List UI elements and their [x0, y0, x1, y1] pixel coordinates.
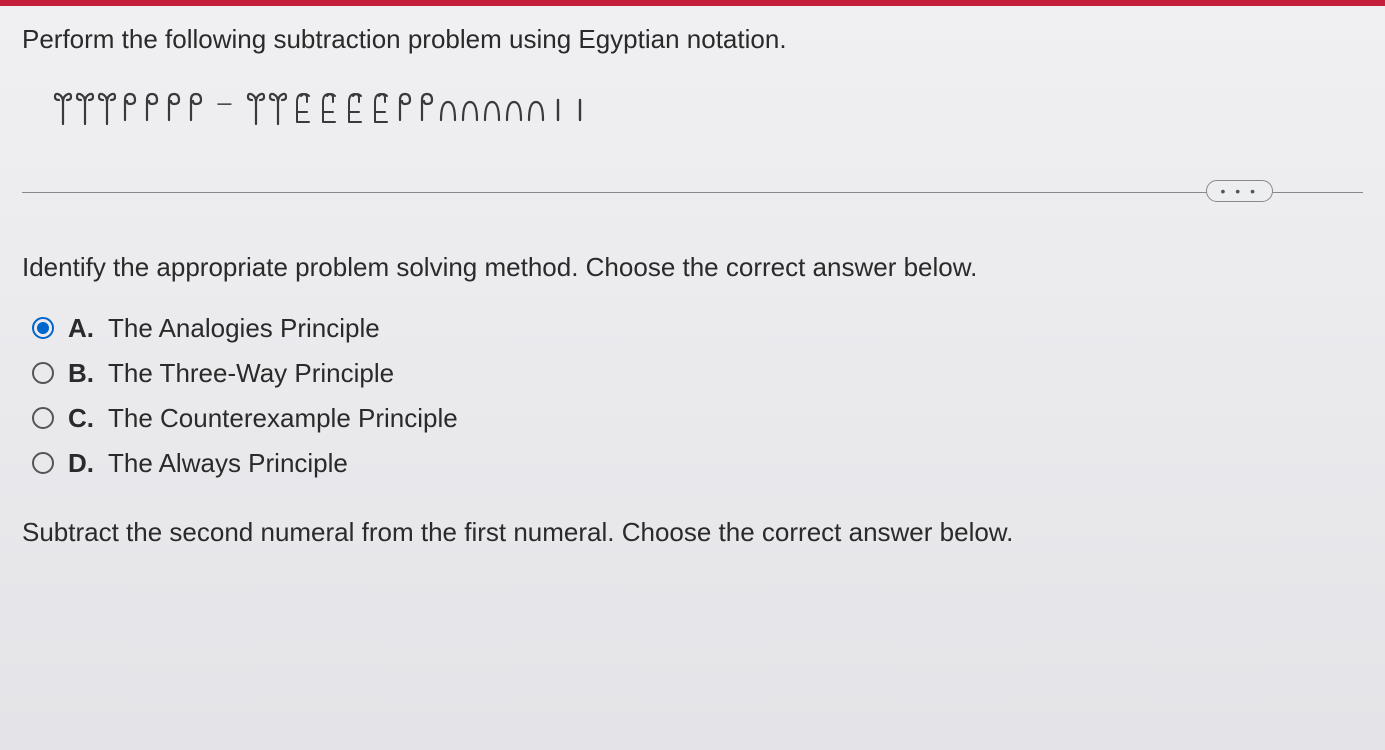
lotus-1000-icon: [96, 83, 118, 128]
lotus-1000-icon: [267, 83, 289, 128]
heel-10-icon: [481, 83, 503, 128]
coil-100-icon: [184, 83, 206, 128]
option-c[interactable]: C. The Counterexample Principle: [32, 403, 1363, 434]
stroke-1-icon: [569, 83, 591, 128]
radio-unselected-icon[interactable]: [32, 452, 54, 474]
question-content: Perform the following subtraction proble…: [0, 6, 1385, 750]
pointing-finger-10000-icon: [341, 83, 367, 128]
coil-100-icon: [415, 83, 437, 128]
subquestion-prompt: Identify the appropriate problem solving…: [22, 252, 1363, 283]
section-divider: • • •: [22, 180, 1363, 204]
option-letter: A.: [68, 313, 96, 344]
radio-unselected-icon[interactable]: [32, 407, 54, 429]
coil-100-icon: [393, 83, 415, 128]
coil-100-icon: [140, 83, 162, 128]
option-text: The Always Principle: [108, 448, 348, 479]
option-a[interactable]: A. The Analogies Principle: [32, 313, 1363, 344]
radio-selected-icon[interactable]: [32, 317, 54, 339]
radio-unselected-icon[interactable]: [32, 362, 54, 384]
option-text: The Analogies Principle: [108, 313, 380, 344]
answer-options: A. The Analogies Principle B. The Three-…: [32, 313, 1363, 479]
more-options-button[interactable]: • • •: [1206, 180, 1273, 202]
stroke-1-icon: [547, 83, 569, 128]
option-text: The Counterexample Principle: [108, 403, 458, 434]
egyptian-expression: −: [52, 83, 1363, 128]
heel-10-icon: [503, 83, 525, 128]
option-letter: B.: [68, 358, 96, 389]
pointing-finger-10000-icon: [367, 83, 393, 128]
option-letter: C.: [68, 403, 96, 434]
pointing-finger-10000-icon: [315, 83, 341, 128]
option-text: The Three-Way Principle: [108, 358, 394, 389]
option-b[interactable]: B. The Three-Way Principle: [32, 358, 1363, 389]
coil-100-icon: [118, 83, 140, 128]
coil-100-icon: [162, 83, 184, 128]
footer-prompt: Subtract the second numeral from the fir…: [22, 517, 1363, 548]
lotus-1000-icon: [74, 83, 96, 128]
heel-10-icon: [459, 83, 481, 128]
divider-line: [22, 192, 1363, 193]
lotus-1000-icon: [245, 83, 267, 128]
option-d[interactable]: D. The Always Principle: [32, 448, 1363, 479]
pointing-finger-10000-icon: [289, 83, 315, 128]
lotus-1000-icon: [52, 83, 74, 128]
heel-10-icon: [437, 83, 459, 128]
option-letter: D.: [68, 448, 96, 479]
heel-10-icon: [525, 83, 547, 128]
question-prompt: Perform the following subtraction proble…: [22, 24, 1363, 55]
minus-operator: −: [216, 88, 235, 122]
